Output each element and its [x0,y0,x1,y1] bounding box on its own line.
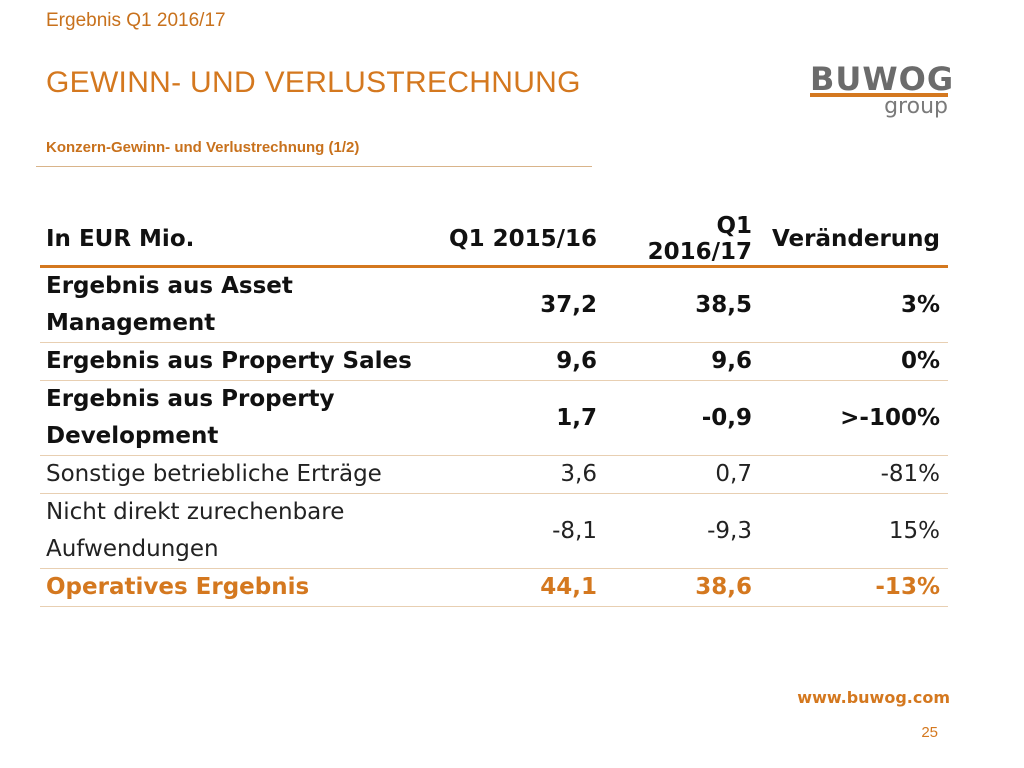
value-change: 3% [760,266,948,343]
value-q1-2015-16: 1,7 [440,380,605,456]
value-change: -13% [760,568,948,607]
row-label: Ergebnis aus Property Development [40,380,440,456]
value-q1-2016-17: 9,6 [605,342,760,381]
logo-underline [810,93,948,97]
row-label: Operatives Ergebnis [40,568,440,607]
value-q1-2016-17: -9,3 [605,493,760,569]
logo-wordmark: BUWOG [810,60,955,98]
row-label: Ergebnis aus Property Sales [40,342,440,381]
value-q1-2015-16: 3,6 [440,455,605,494]
website-link[interactable]: www.buwog.com [797,688,950,707]
value-q1-2016-17: 0,7 [605,455,760,494]
value-q1-2015-16: 37,2 [440,266,605,343]
value-change: 15% [760,493,948,569]
column-header-label: In EUR Mio. [40,213,440,268]
row-label: Nicht direkt zurechenbare Aufwendungen [40,493,440,569]
table-row-other-operating-income: Sonstige betriebliche Erträge 3,6 0,7 -8… [40,455,948,494]
value-q1-2015-16: 9,6 [440,342,605,381]
subtitle-divider [36,166,592,167]
value-change: 0% [760,342,948,381]
value-q1-2015-16: 44,1 [440,568,605,607]
table-row-asset-management: Ergebnis aus Asset Management 37,2 38,5 … [40,266,948,343]
column-header-q1-2016-17: Q1 2016/17 [605,213,760,268]
value-change: >-100% [760,380,948,456]
table-header-row: In EUR Mio. Q1 2015/16 Q1 2016/17 Veränd… [40,213,948,268]
table-row-operating-result: Operatives Ergebnis 44,1 38,6 -13% [40,568,948,607]
value-change: -81% [760,455,948,494]
table-row-property-sales: Ergebnis aus Property Sales 9,6 9,6 0% [40,342,948,381]
buwog-logo: BUWOG group [810,60,953,120]
row-label: Sonstige betriebliche Erträge [40,455,440,494]
income-statement-table: In EUR Mio. Q1 2015/16 Q1 2016/17 Veränd… [40,213,948,607]
value-q1-2016-17: 38,5 [605,266,760,343]
page-title: GEWINN- UND VERLUSTRECHNUNG [46,66,581,99]
column-header-q1-2015-16: Q1 2015/16 [440,213,605,268]
report-period-label: Ergebnis Q1 2016/17 [46,10,226,31]
page-number: 25 [921,724,938,741]
section-subtitle: Konzern-Gewinn- und Verlustrechnung (1/2… [46,139,360,156]
table-row-unallocated-expenses: Nicht direkt zurechenbare Aufwendungen -… [40,493,948,569]
row-label: Ergebnis aus Asset Management [40,266,440,343]
value-q1-2015-16: -8,1 [440,493,605,569]
column-header-change: Veränderung [760,213,948,268]
value-q1-2016-17: 38,6 [605,568,760,607]
value-q1-2016-17: -0,9 [605,380,760,456]
logo-subtext: group [884,94,948,119]
table-row-property-development: Ergebnis aus Property Development 1,7 -0… [40,380,948,456]
